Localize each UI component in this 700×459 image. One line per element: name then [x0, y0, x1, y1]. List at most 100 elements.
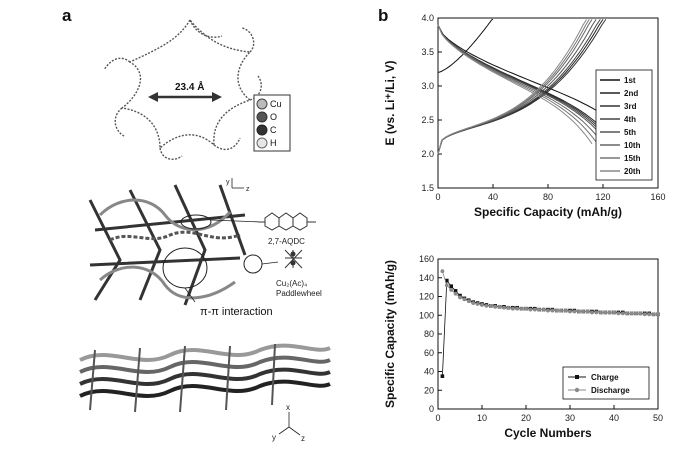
- chart1-x-tick-label: 160: [650, 192, 665, 202]
- paddlewheel-highlight: [243, 254, 263, 274]
- chart2-y-tick-label: 100: [419, 310, 434, 320]
- chart2-discharge-point: [603, 310, 608, 315]
- chart1-x-axis-label: Specific Capacity (mAh/g): [474, 205, 622, 219]
- chart2-discharge-point: [462, 297, 467, 302]
- chart2-discharge-point: [651, 312, 656, 317]
- chart2-discharge-point: [546, 308, 550, 313]
- chart2-charge-point: [440, 374, 445, 378]
- chart1-charge-curve: [437, 19, 593, 155]
- paddlewheel-label: Cu₂(Ac)₄: [276, 279, 307, 288]
- chart1-x-tick-label: 40: [488, 192, 498, 202]
- chart1-legend-label: 10th: [624, 141, 641, 150]
- star-framework-illustration: [103, 18, 262, 160]
- chart2-discharge-point: [638, 311, 643, 316]
- chart1-y-tick-label: 2.0: [421, 149, 434, 159]
- chart2-discharge-point: [563, 308, 568, 313]
- layered-stack-illustration: [79, 343, 331, 413]
- chart2-y-tick-label: 60: [424, 348, 434, 358]
- chart1-legend-label: 15th: [624, 154, 641, 163]
- chart1-legend-label: 5th: [624, 128, 636, 137]
- chart2-discharge-point: [453, 291, 458, 296]
- chart1-y-tick-label: 2.5: [421, 115, 434, 125]
- chart1-legend-label: 1st: [624, 76, 636, 85]
- chart2-y-axis-label: Specific Capacity (mAh/g): [383, 260, 397, 408]
- mid-axis-y-label: y: [226, 179, 230, 186]
- chart1-charge-curve: [437, 19, 601, 155]
- chart2-discharge-point: [629, 311, 634, 316]
- chart2-discharge-point: [568, 309, 572, 314]
- chart2-legend-label: Charge: [591, 373, 619, 382]
- chart2-discharge-point: [449, 288, 454, 292]
- chart2-y-tick-label: 40: [424, 367, 434, 377]
- panel-label-b: b: [378, 6, 389, 25]
- chart2-x-tick-label: 50: [653, 413, 663, 423]
- chart2-discharge-point: [532, 307, 537, 312]
- chart2-discharge-point: [444, 283, 449, 288]
- bottom-axis-z-label: z: [301, 434, 305, 443]
- chart1-legend: [595, 69, 653, 181]
- chart2-discharge-point: [559, 308, 564, 313]
- cu-atom-icon: [256, 98, 268, 110]
- chart2-discharge-point: [515, 306, 520, 311]
- chart2-x-tick-label: 0: [435, 413, 440, 423]
- chart2-discharge-point: [519, 306, 524, 311]
- chart1-y-tick-label: 3.5: [421, 47, 434, 57]
- chart2-discharge-point: [620, 311, 625, 316]
- arrow-right-head: [212, 92, 222, 102]
- chart1-charge-curve: [437, 19, 590, 155]
- chart2-legend-label: Discharge: [591, 386, 630, 395]
- chart1-legend-label: 3rd: [624, 102, 637, 111]
- chart2-series-line: [442, 271, 658, 315]
- chart2-discharge-point: [458, 295, 462, 300]
- chart2-x-tick-label: 20: [521, 413, 531, 423]
- chart2-discharge-point: [484, 303, 489, 308]
- chart2-discharge-point: [656, 312, 660, 317]
- atom-label-o: O: [270, 112, 277, 122]
- ligand-label: 2,7-AQDC: [268, 237, 305, 246]
- o-atom-icon: [256, 111, 268, 123]
- interpenetrated-framework-illustration: [88, 184, 247, 306]
- chart2-discharge-point: [471, 301, 476, 305]
- bottom-axis-y-label: y: [272, 433, 276, 442]
- chart1-y-tick-label: 4.0: [421, 13, 434, 23]
- chart2-discharge-point: [493, 304, 498, 309]
- chart2-legend-marker: [574, 387, 580, 393]
- bottom-axis-y: [278, 426, 290, 435]
- chart2-legend: [562, 366, 650, 400]
- arrow-left-head: [148, 92, 158, 102]
- chart2-discharge-point: [510, 306, 515, 311]
- chart2-discharge-point: [612, 310, 616, 315]
- c-atom-icon: [256, 124, 268, 136]
- chart2-discharge-point: [642, 312, 647, 317]
- stacking-highlight: [162, 247, 208, 289]
- chart2-discharge-point: [502, 305, 506, 310]
- chart2-discharge-point: [607, 310, 612, 315]
- chart2-discharge-point: [647, 312, 652, 317]
- chart2-y-tick-label: 80: [424, 329, 434, 339]
- chart1-x-tick-label: 0: [435, 192, 440, 202]
- chart2-legend-marker: [575, 375, 579, 379]
- atom-label-cu: Cu: [270, 99, 282, 109]
- chart1-x-tick-label: 120: [595, 192, 610, 202]
- chart1-legend-label: 2nd: [624, 89, 638, 98]
- chart2-y-tick-label: 20: [424, 385, 434, 395]
- chart1-y-tick-label: 1.5: [421, 183, 434, 193]
- chart1-x-tick-label: 80: [543, 192, 553, 202]
- chart2-x-tick-label: 10: [477, 413, 487, 423]
- chart1-discharge-curve: [437, 24, 593, 145]
- chart2-discharge-point: [590, 310, 594, 315]
- chart2-discharge-point: [572, 309, 577, 314]
- bottom-axis-z: [288, 426, 301, 436]
- ligand-sketch: [258, 212, 316, 231]
- chart1-y-tick-label: 3.0: [421, 81, 434, 91]
- chart2-charge-point: [453, 289, 458, 293]
- chart2-y-tick-label: 160: [419, 254, 434, 264]
- chart2-x-tick-label: 40: [609, 413, 619, 423]
- chart2-discharge-point: [528, 307, 533, 312]
- ligand-highlight: [180, 214, 212, 230]
- chart2-charge-point: [449, 284, 453, 288]
- chart2-discharge-point: [541, 307, 546, 312]
- chart2-discharge-point: [625, 311, 630, 316]
- chart2-x-tick-label: 30: [565, 413, 575, 423]
- chart2-discharge-point: [497, 304, 502, 309]
